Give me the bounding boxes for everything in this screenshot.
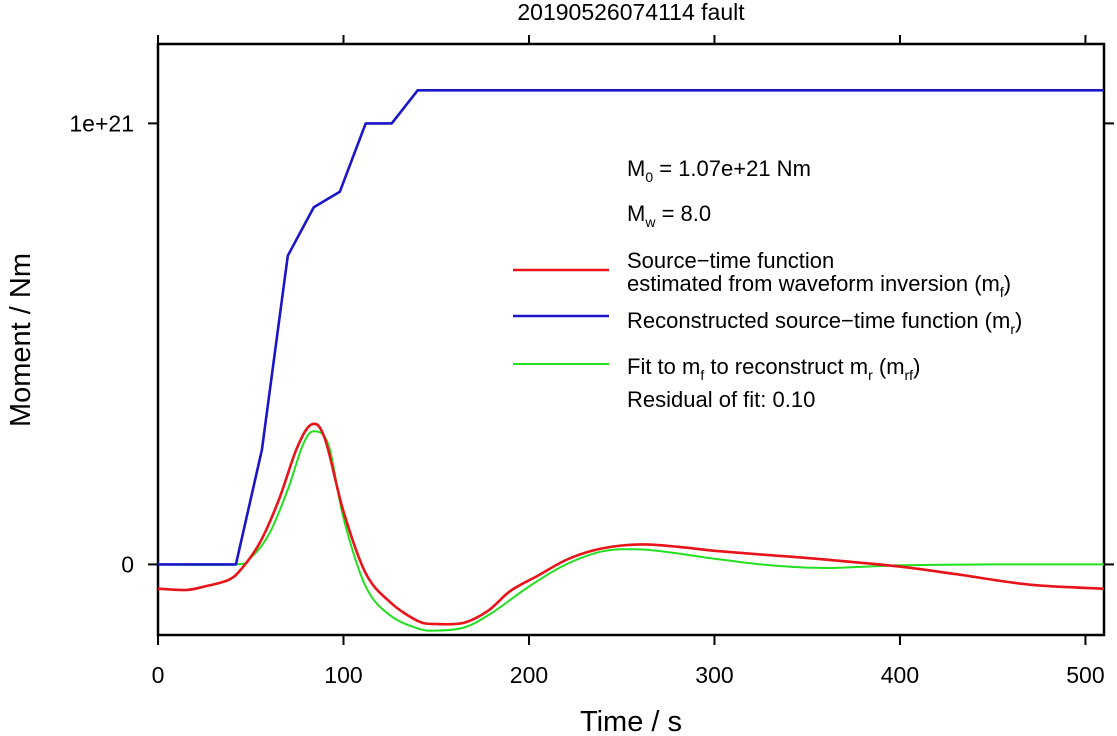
plot-frame	[156, 42, 1106, 637]
x-axis: 0 100 200 300 400 500	[152, 35, 1105, 688]
legend-label-mf: Source−time function	[627, 248, 834, 273]
series-layer	[157, 89, 1105, 632]
x-tick-label: 300	[695, 662, 733, 688]
y-axis: 0 1e+21	[69, 110, 1114, 577]
x-tick-label: 100	[324, 662, 362, 688]
x-tick-label: 400	[881, 662, 919, 688]
x-tick-label: 200	[510, 662, 548, 688]
legend-label-mrf: Fit to mf to reconstruct mr (mrf)	[627, 354, 920, 383]
series-line-mr	[158, 89, 1104, 566]
legend-label-mf: estimated from waveform inversion (mf)	[627, 271, 1011, 300]
legend-label-mr: Reconstructed source−time function (mr)	[627, 308, 1022, 337]
y-tick-label: 1e+21	[69, 110, 134, 136]
chart-title: 20190526074114 fault	[517, 0, 745, 25]
series-line-mf	[157, 422, 1105, 626]
m0-annotation: M0 = 1.07e+21 Nm	[627, 156, 811, 185]
x-tick-label: 0	[152, 662, 165, 688]
mw-annotation: Mw = 8.0	[627, 201, 711, 230]
series-line-mrf	[157, 430, 1105, 632]
x-axis-label: Time / s	[580, 706, 682, 736]
y-tick-label: 0	[121, 551, 134, 577]
moment-annotation: M0 = 1.07e+21 Nm Mw = 8.0	[627, 156, 811, 230]
y-axis-label: Moment / Nm	[5, 253, 37, 427]
x-tick-label: 500	[1066, 662, 1104, 688]
residual-annotation: Residual of fit: 0.10	[627, 387, 815, 412]
